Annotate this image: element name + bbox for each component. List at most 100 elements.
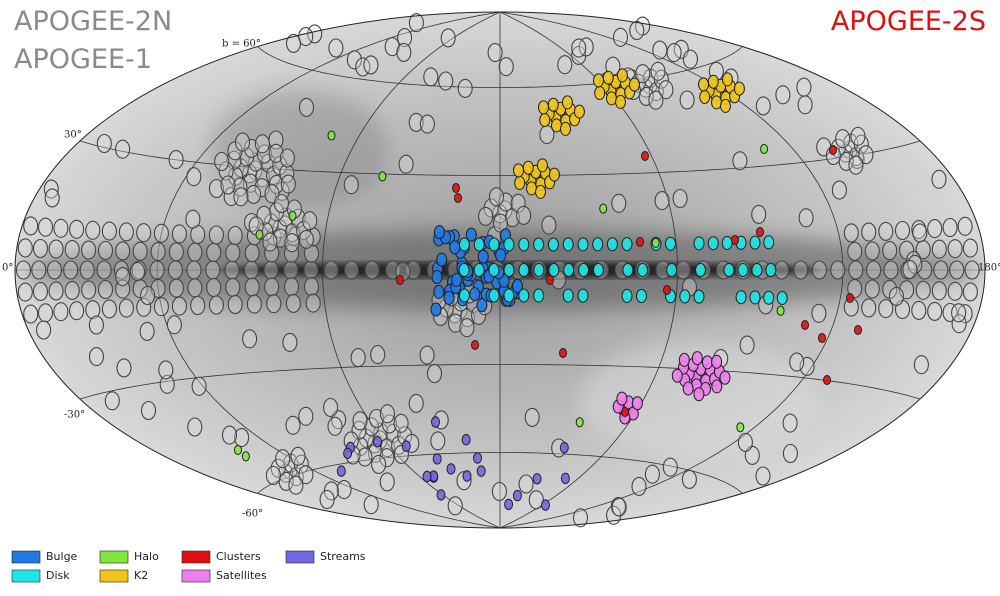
field <box>430 431 446 451</box>
field <box>495 248 507 263</box>
meridian <box>322 11 501 529</box>
field <box>763 290 775 305</box>
field <box>436 252 448 267</box>
field <box>53 218 69 238</box>
field <box>432 453 442 465</box>
field <box>695 263 706 277</box>
field <box>23 304 39 324</box>
survey-label: APOGEE-2S <box>831 6 986 37</box>
field <box>458 237 470 252</box>
field <box>878 221 894 241</box>
field <box>798 208 814 228</box>
field <box>488 263 500 277</box>
field <box>498 192 514 212</box>
field <box>933 260 949 280</box>
field <box>571 38 587 58</box>
field <box>532 473 542 485</box>
field <box>541 499 550 511</box>
field <box>462 470 472 482</box>
field <box>458 263 470 277</box>
field <box>644 464 660 484</box>
field <box>478 206 494 226</box>
field <box>602 70 614 85</box>
field <box>957 216 973 236</box>
field <box>927 301 943 321</box>
field <box>264 277 280 297</box>
field <box>518 237 530 252</box>
field <box>951 314 967 334</box>
field <box>533 263 545 277</box>
field <box>385 423 401 443</box>
field <box>206 242 222 263</box>
field <box>397 28 413 48</box>
field <box>282 332 298 352</box>
field <box>168 242 184 262</box>
field <box>503 263 515 277</box>
field <box>185 209 201 229</box>
field <box>32 238 49 259</box>
field <box>835 129 851 149</box>
field <box>208 225 224 245</box>
field <box>711 354 723 369</box>
field <box>818 332 826 344</box>
field <box>682 49 698 69</box>
field <box>611 497 627 517</box>
field <box>756 226 764 238</box>
field <box>733 81 745 96</box>
field <box>232 177 248 197</box>
field <box>964 260 980 280</box>
field <box>431 416 440 428</box>
field <box>503 237 515 252</box>
legend-swatch <box>11 569 41 583</box>
field <box>850 126 866 146</box>
field <box>187 242 203 262</box>
field <box>719 370 731 385</box>
field <box>693 387 705 402</box>
field <box>681 469 697 489</box>
field <box>621 406 629 418</box>
field <box>763 235 775 250</box>
field <box>363 495 379 515</box>
field <box>577 237 589 252</box>
legend-label: K2 <box>134 569 148 582</box>
field <box>811 303 827 323</box>
field <box>707 236 719 251</box>
field <box>171 224 187 244</box>
field <box>776 291 788 305</box>
field <box>343 175 359 195</box>
field <box>488 288 500 303</box>
field <box>628 77 640 92</box>
field <box>533 237 545 252</box>
field <box>546 274 554 286</box>
field <box>244 277 260 297</box>
field <box>548 263 560 277</box>
field <box>782 443 798 464</box>
field <box>882 241 898 261</box>
field <box>23 216 39 236</box>
field <box>346 50 362 70</box>
field <box>447 496 463 516</box>
field <box>221 425 238 445</box>
field <box>234 428 250 448</box>
field <box>430 302 442 317</box>
field <box>227 294 243 315</box>
legend-label: Bulge <box>46 550 78 563</box>
field <box>186 167 202 187</box>
field <box>701 355 713 370</box>
field <box>256 205 272 225</box>
field <box>751 263 763 277</box>
field <box>793 260 809 280</box>
field <box>578 37 594 57</box>
field <box>679 289 691 304</box>
field <box>547 97 559 112</box>
field <box>557 55 573 75</box>
field <box>150 242 166 262</box>
latitude-label: -60° <box>242 509 263 520</box>
legend: Bulge Disk Halo K2 Clusters Satellites Streams <box>11 550 366 583</box>
field <box>539 113 551 127</box>
field <box>491 481 507 502</box>
field <box>69 301 85 321</box>
field <box>327 416 343 436</box>
field <box>328 38 344 58</box>
field <box>883 260 899 280</box>
